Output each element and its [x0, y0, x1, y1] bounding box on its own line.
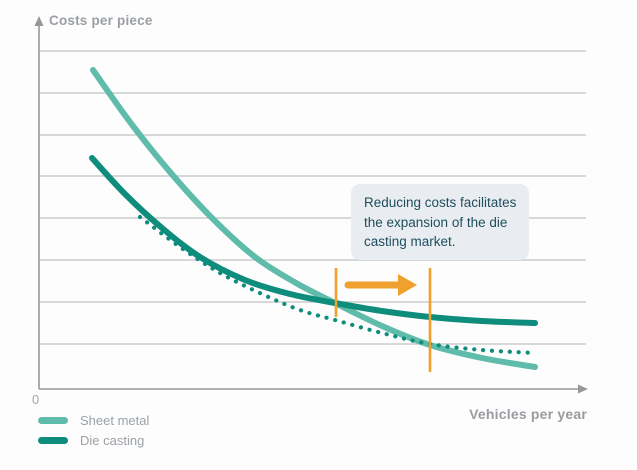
sheet-metal-swatch	[38, 416, 68, 424]
origin-zero-label: 0	[32, 392, 40, 407]
x-axis-title: Vehicles per year	[469, 406, 587, 422]
legend-label-sheet-metal: Sheet metal	[80, 412, 150, 428]
curve-sheet-metal	[90, 67, 538, 370]
curve-die-casting-reduced-costs-	[137, 214, 538, 356]
die-casting-swatch	[38, 436, 68, 444]
y-axis-title: Costs per piece	[49, 13, 153, 28]
legend: Sheet metal Die casting	[38, 412, 150, 448]
y-axis-arrowhead-icon	[34, 16, 44, 26]
annotation-callout: Reducing costs facilitates the expansion…	[351, 184, 530, 260]
x-axis-arrowhead-icon	[578, 384, 588, 394]
legend-label-die-casting: Die casting	[80, 432, 145, 448]
legend-item-die-casting: Die casting	[38, 432, 149, 448]
legend-item-sheet-metal: Sheet metal	[38, 412, 150, 428]
curve-die-casting	[89, 155, 538, 326]
market-expansion-arrow-head-icon	[398, 274, 417, 296]
